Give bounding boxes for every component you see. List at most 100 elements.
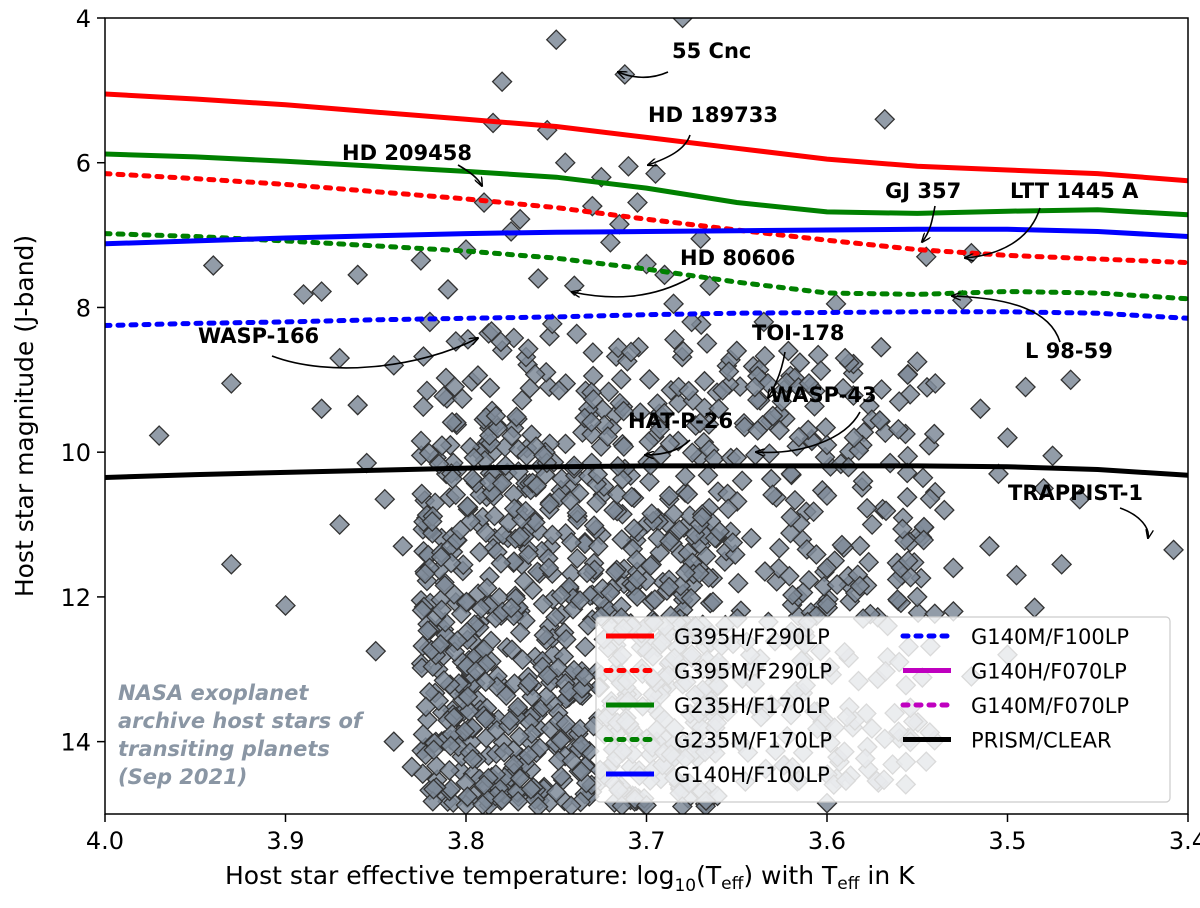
annotation-label-7: WASP-166 (198, 324, 319, 348)
data-point-795 (658, 576, 680, 598)
x-tick-label-3: 3.7 (627, 827, 665, 855)
legend-box (595, 616, 1171, 803)
data-point-1216 (834, 347, 856, 369)
data-point-707 (495, 685, 517, 707)
data-point-696 (410, 430, 432, 452)
y-tick-label-2: 8 (76, 294, 91, 322)
data-point-891 (485, 405, 507, 427)
data-point-259 (555, 433, 576, 455)
data-point-1238 (1024, 597, 1045, 619)
data-point-1127 (712, 379, 733, 401)
data-point-1157 (856, 497, 878, 519)
data-point-1186 (527, 268, 549, 289)
data-point-1168 (329, 347, 351, 369)
data-point-1213 (798, 373, 820, 394)
data-point-1200 (654, 264, 675, 286)
data-point-741 (555, 628, 577, 650)
data-point-1233 (979, 535, 1000, 557)
data-point-595 (583, 389, 604, 410)
data-point-985 (796, 539, 818, 560)
data-point-1264 (816, 485, 838, 507)
data-point-808 (566, 502, 588, 524)
data-point-760 (440, 735, 462, 757)
data-point-1059 (816, 593, 838, 615)
data-point-1247 (491, 789, 513, 810)
data-point-1173 (365, 640, 387, 662)
data-point-1243 (1069, 488, 1091, 510)
data-point-894 (555, 713, 577, 735)
data-point-786 (479, 377, 501, 399)
data-point-184 (519, 377, 541, 399)
data-point-1228 (933, 499, 955, 521)
data-point-320 (664, 329, 685, 350)
data-point-806 (422, 790, 444, 812)
data-point-946 (740, 527, 762, 549)
annotation-label-4: LTT 1445 A (1010, 179, 1139, 203)
data-point-769 (447, 630, 468, 652)
y-tick-label-5: 14 (60, 729, 91, 757)
data-point-1193 (599, 231, 621, 253)
data-point-429 (541, 313, 563, 335)
data-point-540 (607, 337, 629, 359)
annotation-arrows (271, 72, 1148, 538)
data-point-874 (500, 597, 522, 619)
y-tick-label-4: 12 (60, 584, 91, 612)
series-line-g395h-f290lp (105, 91, 1188, 184)
data-point-662 (503, 753, 525, 775)
data-point-569 (674, 465, 696, 487)
data-point-1167 (311, 398, 333, 420)
data-point-1114 (777, 340, 799, 362)
data-point-866 (640, 555, 661, 577)
data-point-778 (680, 587, 702, 609)
data-point-1174 (374, 488, 396, 510)
watermark-line-1: NASA exoplanet (118, 681, 309, 705)
data-point-1095 (887, 418, 909, 440)
data-point-923 (768, 537, 790, 559)
data-point-1255 (906, 586, 928, 608)
data-point-807 (430, 633, 451, 655)
data-point-1155 (805, 544, 827, 565)
data-point-845 (450, 519, 471, 541)
series-line-g235m-f170lp (105, 231, 1188, 302)
data-point-884 (438, 759, 460, 781)
data-point-1175 (383, 354, 405, 376)
data-point-1154 (788, 426, 810, 448)
data-point-833 (472, 794, 494, 814)
data-point-1101 (717, 498, 739, 520)
data-point-872 (456, 591, 477, 613)
data-point-943 (784, 489, 806, 511)
data-point-759 (421, 511, 443, 532)
annotation-label-1: HD 189733 (648, 103, 778, 127)
data-point-785 (454, 720, 476, 742)
data-point-876 (574, 666, 596, 688)
data-point-550 (603, 499, 625, 521)
data-point-1203 (681, 311, 703, 333)
data-point-29 (694, 370, 715, 392)
data-point-880 (644, 589, 666, 611)
series-line-g235h-f170lp (105, 151, 1188, 218)
data-point-1251 (401, 756, 423, 778)
data-point-663 (469, 541, 491, 563)
data-point-413 (582, 342, 604, 364)
data-point-877 (623, 518, 645, 540)
data-point-1188 (545, 29, 567, 51)
data-point-984 (912, 467, 934, 489)
data-point-1179 (437, 278, 459, 300)
data-point-1153 (892, 518, 913, 540)
data-point-522 (547, 750, 569, 771)
data-point-1250 (473, 774, 495, 796)
legend-label-7: G140M/F070LP (971, 694, 1129, 718)
watermark-line-4: (Sep 2021) (118, 765, 247, 789)
data-point-1242 (1060, 369, 1082, 391)
data-point-949 (807, 344, 829, 366)
data-point-419 (626, 586, 648, 608)
series-line-prism-clear (105, 463, 1188, 480)
annotation-arrow-0 (618, 72, 669, 77)
annotation-label-0: 55 Cnc (672, 39, 751, 63)
data-point-656 (610, 368, 632, 390)
data-point-587 (681, 442, 703, 464)
data-point-659 (518, 744, 539, 766)
data-point-1164 (275, 595, 296, 617)
annotation-arrow-6 (952, 296, 1061, 343)
data-point-990 (760, 468, 782, 490)
